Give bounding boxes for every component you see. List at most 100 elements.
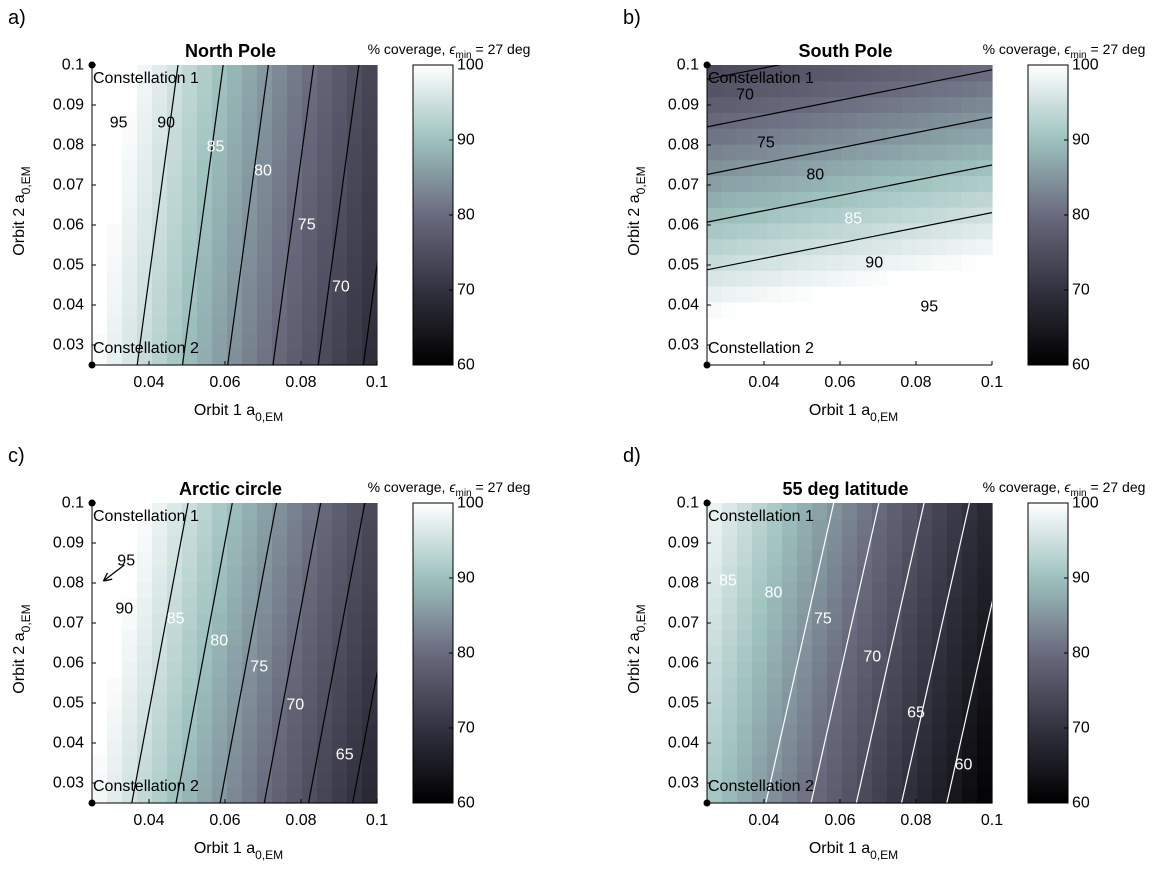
heatmap-cell <box>767 175 783 192</box>
heatmap-cell <box>857 301 873 319</box>
heatmap-cell <box>242 96 258 113</box>
heatmap-cell <box>752 503 768 520</box>
heatmap-cell <box>722 676 738 694</box>
heatmap-cell <box>92 534 108 551</box>
heatmap-cell <box>782 191 798 208</box>
heatmap-cell <box>842 191 858 208</box>
heatmap-cell <box>737 645 753 662</box>
annotation-arrowhead <box>102 572 113 582</box>
x-tick-label: 0.06 <box>824 812 855 829</box>
heatmap-cell <box>932 65 948 82</box>
heatmap-cell <box>167 771 183 788</box>
heatmap-cell <box>902 270 918 287</box>
heatmap-cell <box>752 613 768 630</box>
heatmap-cell <box>287 566 303 583</box>
heatmap-cell <box>167 629 183 646</box>
heatmap-cell <box>257 65 273 82</box>
heatmap-cell <box>962 676 978 694</box>
heatmap-cell <box>782 645 798 662</box>
heatmap-cell <box>197 692 213 709</box>
heatmap-cell <box>317 222 333 240</box>
heatmap-cell <box>842 175 858 192</box>
heatmap-cell <box>287 787 303 804</box>
heatmap-cell <box>812 128 828 145</box>
heatmap-cell <box>212 159 228 177</box>
heatmap-cell <box>212 349 228 366</box>
heatmap-cell <box>302 270 318 287</box>
heatmap-cell <box>317 80 333 98</box>
heatmap-cell <box>272 317 288 335</box>
heatmap-cell <box>257 629 273 646</box>
heatmap-cell <box>362 333 378 350</box>
heatmap-cell <box>242 708 258 725</box>
heatmap-cell <box>212 301 228 319</box>
heatmap-cell <box>707 128 723 145</box>
heatmap-cell <box>812 581 828 599</box>
heatmap-cell <box>902 787 918 804</box>
heatmap-cell <box>197 787 213 804</box>
heatmap-cell <box>827 96 843 113</box>
heatmap-cell <box>287 80 303 98</box>
heatmap-cell <box>947 597 963 615</box>
heatmap-cell <box>857 270 873 287</box>
heatmap-cell <box>797 660 813 678</box>
heatmap-cell <box>947 175 963 192</box>
heatmap-cell <box>707 317 723 335</box>
heatmap-cell <box>92 550 108 567</box>
heatmap-cell <box>347 613 363 630</box>
heatmap-cell <box>782 222 798 240</box>
heatmap-cell <box>242 238 258 256</box>
heatmap-cell <box>287 708 303 725</box>
heatmap-cell <box>977 301 993 319</box>
contour-line-70 <box>707 0 992 32</box>
heatmap-cell <box>767 724 783 741</box>
heatmap-cell <box>362 80 378 98</box>
heatmap-cell <box>797 270 813 287</box>
heatmap-cell <box>182 207 198 224</box>
heatmap-cell <box>812 80 828 98</box>
heatmap-cell <box>887 159 903 177</box>
heatmap-cell <box>917 503 933 520</box>
heatmap-cell <box>212 238 228 256</box>
y-axis-label: Orbit 2 a0,EM <box>626 604 648 693</box>
heatmap-cell <box>977 254 993 271</box>
heatmap-cell <box>872 238 888 256</box>
heatmap-cell <box>707 629 723 646</box>
heatmap-cell <box>767 534 783 551</box>
heatmap-cell <box>302 771 318 788</box>
heatmap-cell <box>872 143 888 161</box>
heatmap-cell <box>902 613 918 630</box>
panel-letter: d) <box>623 445 641 467</box>
heatmap-cell <box>962 238 978 256</box>
heatmap-cell <box>842 787 858 804</box>
heatmap-cell <box>347 534 363 551</box>
heatmap-cell <box>872 65 888 82</box>
heatmap-cell <box>272 787 288 804</box>
heatmap-cell <box>827 238 843 256</box>
heatmap-cell <box>272 597 288 615</box>
heatmap-cell <box>182 191 198 208</box>
heatmap-cell <box>917 191 933 208</box>
heatmap-cell <box>902 629 918 646</box>
heatmap-cell <box>212 724 228 741</box>
colorbar-tick-label: 60 <box>1072 357 1090 374</box>
heatmap-cell <box>167 301 183 319</box>
heatmap-cell <box>932 581 948 599</box>
heatmap-cell <box>227 708 243 725</box>
heatmap-cell <box>887 349 903 366</box>
y-tick-label: 0.06 <box>668 217 699 234</box>
heatmap-cell <box>947 566 963 583</box>
heatmap-cell <box>962 597 978 615</box>
heatmap-cell <box>347 660 363 678</box>
heatmap-cell <box>137 613 153 630</box>
heatmap-cell <box>122 534 138 551</box>
heatmap-cell <box>257 128 273 145</box>
heatmap-cell <box>227 597 243 615</box>
heatmap-cell <box>752 96 768 113</box>
heatmap-cell <box>872 503 888 520</box>
heatmap-cell <box>767 270 783 287</box>
heatmap-cell <box>362 503 378 520</box>
heatmap-cell <box>767 739 783 757</box>
heatmap-cell <box>332 286 348 303</box>
heatmap-cell <box>332 613 348 630</box>
